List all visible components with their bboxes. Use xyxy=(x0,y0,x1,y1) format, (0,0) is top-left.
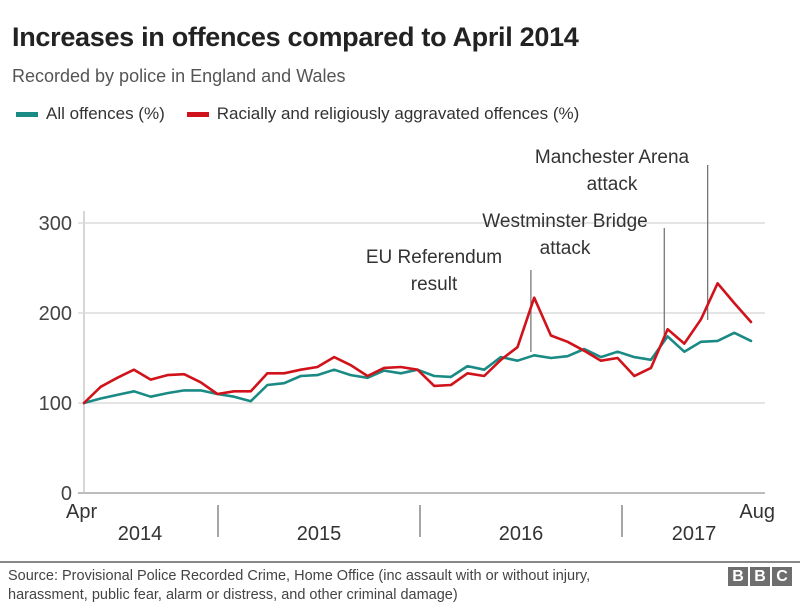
legend-label-all-offences: All offences (%) xyxy=(46,104,165,123)
bbc-logo-letter: B xyxy=(750,567,770,586)
annotations: EU Referendum result Westminster Bridge att… xyxy=(366,147,709,352)
legend-label-racial-offences: Racially and religiously aggravated offe… xyxy=(216,104,580,123)
year-label: 2017 xyxy=(672,523,717,545)
bbc-logo-letter: B xyxy=(728,567,748,586)
y-tick-label: 200 xyxy=(39,303,72,325)
year-label: 2014 xyxy=(118,523,163,545)
legend-swatch-racial-offences xyxy=(186,111,209,117)
y-tick-label: 300 xyxy=(39,213,72,235)
year-label: 2016 xyxy=(499,523,544,545)
x-end-label: Aug xyxy=(739,501,775,523)
line-chart: 0 100 200 300 EU Referendum result Westminste… xyxy=(39,147,775,545)
legend: All offences (%) Racially and religiousl… xyxy=(16,104,601,124)
annotation-label: EU Referendum xyxy=(366,247,502,268)
series-line-racial-offences xyxy=(82,281,753,405)
annotation-label: attack xyxy=(587,174,638,195)
annotation-label: Westminster Bridge xyxy=(482,211,647,232)
footer-divider xyxy=(0,561,800,563)
x-start-label: Apr xyxy=(66,501,97,523)
series-lines xyxy=(82,281,753,405)
y-tick-label: 100 xyxy=(39,393,72,415)
legend-item-all-offences: All offences (%) xyxy=(16,104,165,124)
annotation-label: result xyxy=(411,274,458,295)
legend-item-racial-offences: Racially and religiously aggravated offe… xyxy=(186,104,580,124)
gridlines xyxy=(78,211,765,494)
bbc-logo-letter: C xyxy=(772,567,792,586)
year-label: 2015 xyxy=(297,523,342,545)
annotation-label: attack xyxy=(540,238,591,259)
source-line-1: Source: Provisional Police Recorded Crim… xyxy=(8,568,591,584)
source-line-2: harassment, public fear, alarm or distre… xyxy=(8,587,458,603)
annotation-label: Manchester Arena xyxy=(535,147,690,168)
x-axis: Apr Aug 2014 2015 2016 2017 xyxy=(66,501,775,545)
legend-swatch-all-offences xyxy=(16,111,38,117)
y-axis-ticks: 0 100 200 300 xyxy=(39,213,72,505)
y-tick-label: 0 xyxy=(61,483,72,505)
chart-subtitle: Recorded by police in England and Wales xyxy=(12,66,346,86)
bbc-logo: B B C xyxy=(728,567,794,586)
source-note: Source: Provisional Police Recorded Crim… xyxy=(8,567,718,605)
chart-title: Increases in offences compared to April … xyxy=(12,22,579,52)
